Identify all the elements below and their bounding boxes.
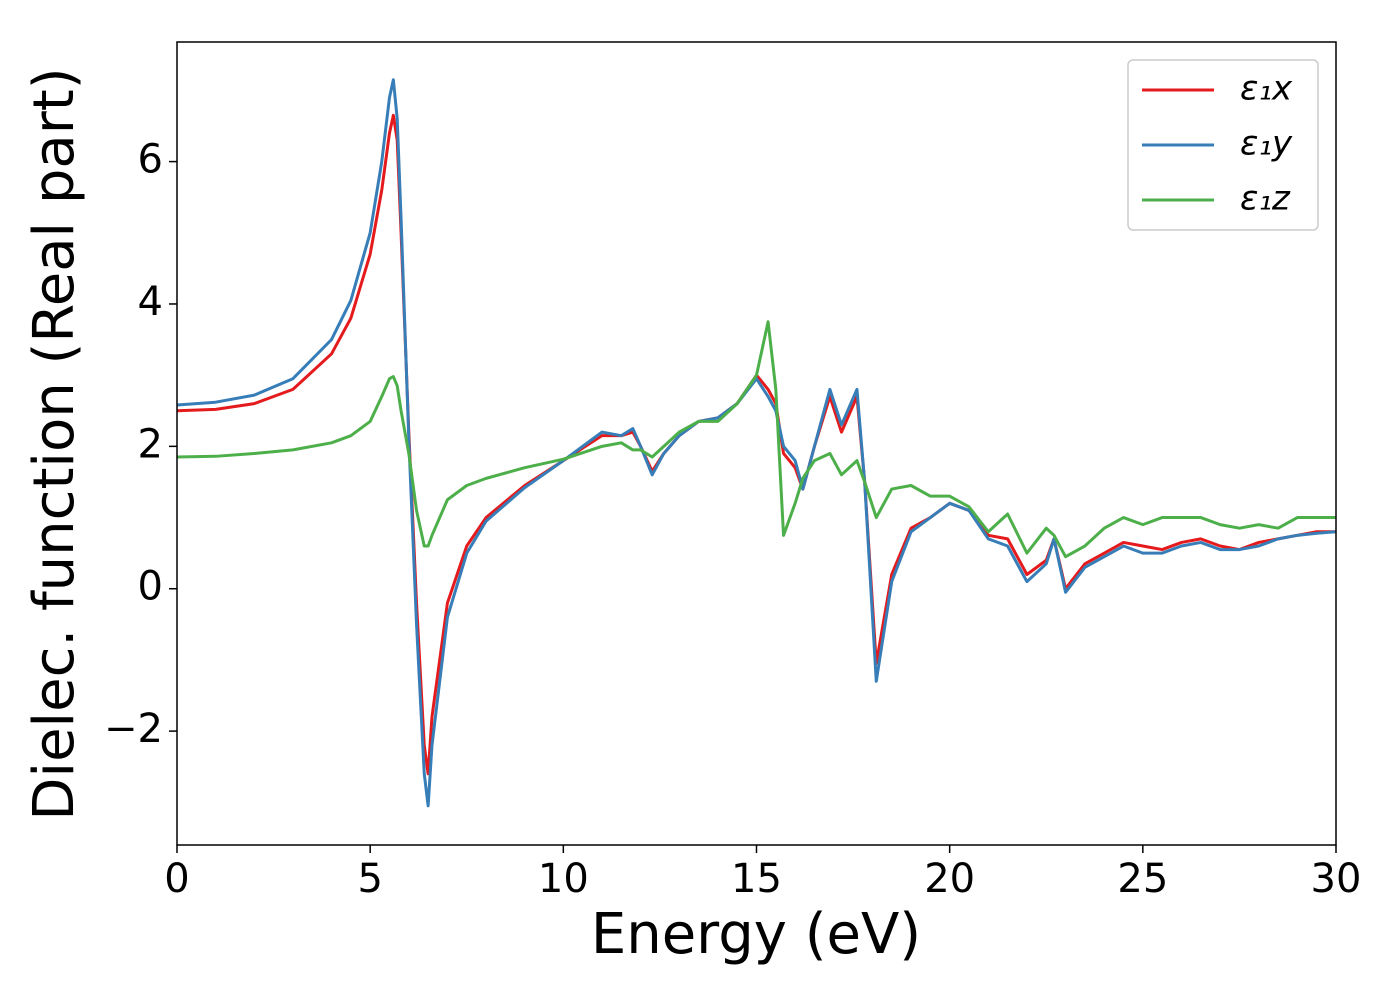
x-tick-label: 25 <box>1117 856 1168 902</box>
legend-label: ε₁x <box>1240 69 1293 109</box>
series-line <box>177 78 1336 808</box>
series-line <box>177 320 1336 559</box>
legend-label: ε₁z <box>1240 179 1291 219</box>
x-tick-label: 30 <box>1311 856 1362 902</box>
legend-box <box>1127 59 1319 231</box>
y-axis-label: Dielec. function (Real part) <box>22 67 87 820</box>
y-tick-label: 0 <box>138 564 163 610</box>
x-tick-label: 5 <box>357 856 382 902</box>
x-tick-label: 15 <box>731 856 782 902</box>
y-tick-label: −2 <box>104 706 163 752</box>
plot-frame <box>176 41 1337 846</box>
y-tick-label: 6 <box>138 137 163 183</box>
x-tick-label: 10 <box>538 856 589 902</box>
legend-label: ε₁y <box>1240 124 1293 164</box>
y-tick-label: 4 <box>138 279 163 325</box>
x-axis-label: Energy (eV) <box>591 902 921 967</box>
y-tick-label: 2 <box>138 421 163 467</box>
x-tick-label: 0 <box>164 856 189 902</box>
x-tick-label: 20 <box>924 856 975 902</box>
